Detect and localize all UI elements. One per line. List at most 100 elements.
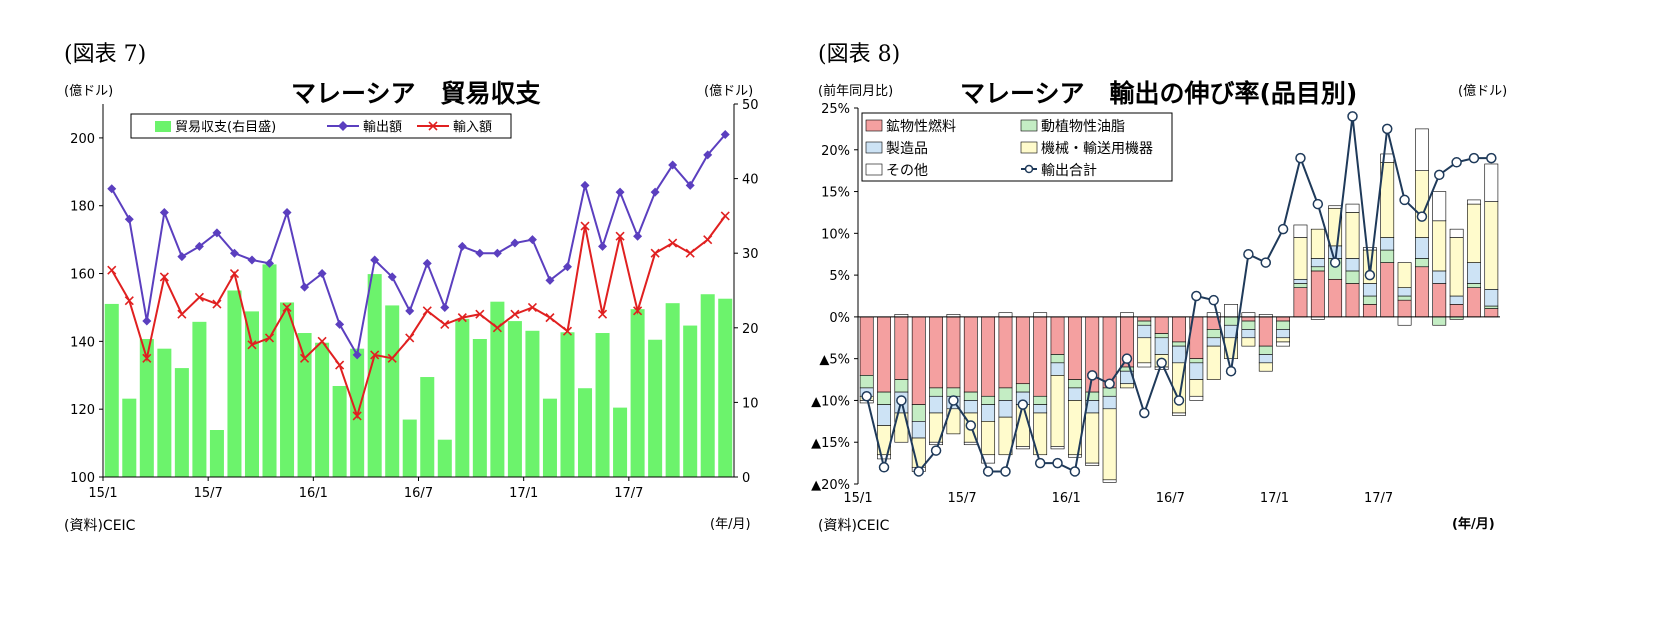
legend-box [861, 112, 1173, 182]
y-right-tick-label: 50 [742, 98, 759, 113]
imports-point [597, 309, 608, 319]
animal-veg-oil-bar [1015, 383, 1030, 393]
animal-veg-oil-bar [1241, 320, 1256, 330]
trade-balance-bar [560, 332, 575, 477]
manufactured-bar [998, 400, 1013, 418]
mineral-fuel-bar [1137, 316, 1152, 322]
exports-point [229, 248, 239, 258]
animal-veg-oil-bar [1224, 316, 1238, 326]
others-bar [1397, 316, 1412, 326]
animal-veg-oil-bar [1310, 266, 1325, 272]
y-right-tick-label: 0 [742, 471, 750, 486]
others-bar [1432, 191, 1447, 222]
manufactured-bar [1310, 258, 1325, 268]
mineral-fuel-bar [1154, 316, 1169, 334]
exports-point [615, 187, 625, 197]
others-bar [1033, 312, 1048, 318]
total-exports-point [1399, 194, 1410, 206]
y-left-tick-label: 100 [70, 471, 95, 486]
animal-veg-oil-bar [1362, 295, 1377, 305]
mineral-fuel-bar [1484, 308, 1499, 318]
x-tick-label: 16/1 [299, 486, 328, 501]
others-bar [981, 454, 996, 464]
exports-point [457, 241, 467, 251]
imports-point [685, 248, 695, 258]
others-bar [1102, 479, 1117, 483]
right-y-unit: (前年同月比) [818, 84, 894, 99]
manufactured-bar [1154, 337, 1169, 355]
machinery-bar [1050, 375, 1065, 447]
total-exports-point [930, 445, 942, 456]
total-exports-point [1191, 290, 1202, 302]
imports-point [247, 340, 257, 350]
machinery-bar [1137, 337, 1152, 364]
trade-balance-bar [157, 348, 172, 477]
x-tick-label: 17/1 [509, 486, 538, 501]
total-exports-point [1416, 211, 1428, 222]
trade-balance-bar [595, 333, 610, 477]
imports-point [720, 211, 730, 221]
others-bar [1484, 163, 1499, 202]
others-bar [1120, 312, 1134, 318]
x-tick-label: 16/7 [404, 486, 433, 501]
imports-point [370, 350, 380, 360]
legend-swatch-mineral [865, 119, 883, 132]
animal-veg-oil-bar [859, 375, 874, 389]
mineral-fuel-bar [929, 316, 943, 389]
y-left-tick-label: 120 [70, 403, 95, 418]
imports-point [580, 221, 590, 231]
animal-veg-oil-bar [1154, 333, 1169, 339]
imports-point [475, 309, 485, 319]
legend-label-machinery: 機械・輸送用機器 [1041, 141, 1153, 157]
imports-point [633, 306, 643, 316]
trade-balance-bar [472, 338, 487, 477]
machinery-bar [1432, 220, 1447, 272]
imports-point [264, 333, 275, 343]
total-exports-point [1156, 357, 1167, 369]
others-bar [1293, 224, 1308, 238]
machinery-bar [998, 416, 1013, 456]
imports-point [124, 296, 134, 306]
mineral-fuel-bar [894, 316, 909, 380]
right-y-right-unit: (億ドル) [1458, 84, 1508, 99]
manufactured-bar [1432, 270, 1447, 284]
x-tick-label: 17/7 [1364, 491, 1393, 506]
y-tick-label: 25% [821, 102, 850, 117]
trade-balance-bar [139, 338, 154, 477]
imports-point [159, 272, 169, 282]
machinery-bar [1189, 379, 1204, 397]
right-x-unit: (年/月) [1452, 517, 1495, 532]
total-exports-point [1312, 198, 1324, 210]
trade-balance-bar [613, 407, 628, 477]
legend-label-mineral: 鉱物性燃料 [886, 118, 956, 135]
legend-label-exports: 輸出額 [363, 120, 402, 135]
legend-marker-total [1024, 164, 1034, 174]
y-tick-label: 20% [821, 144, 850, 159]
mineral-fuel-bar [1310, 270, 1325, 318]
mineral-fuel-bar [963, 316, 978, 393]
imports-point [212, 299, 222, 309]
others-bar [877, 454, 891, 460]
total-exports-point [1104, 378, 1115, 389]
animal-veg-oil-bar [1067, 379, 1082, 389]
manufactured-bar [1033, 404, 1048, 414]
animal-veg-oil-bar [1380, 249, 1395, 263]
machinery-bar [1276, 337, 1291, 343]
imports-point [282, 302, 292, 313]
others-bar [1241, 312, 1256, 318]
legend-label-trade-balance: 貿易収支(右目盛) [175, 120, 276, 135]
imports-point [562, 326, 573, 336]
machinery-bar [1241, 337, 1256, 347]
exports-point [440, 302, 450, 312]
machinery-bar [1484, 201, 1499, 290]
trade-balance-bar [332, 385, 347, 477]
manufactured-bar [1102, 395, 1117, 410]
exports-point [405, 306, 415, 316]
manufactured-bar [1380, 237, 1395, 251]
y-tick-label: ▲15% [811, 436, 850, 451]
imports-point [545, 313, 555, 323]
x-tick-label: 15/1 [843, 491, 872, 506]
total-exports-point [1277, 223, 1289, 235]
exports-point [703, 150, 713, 160]
mineral-fuel-bar [1362, 304, 1377, 318]
